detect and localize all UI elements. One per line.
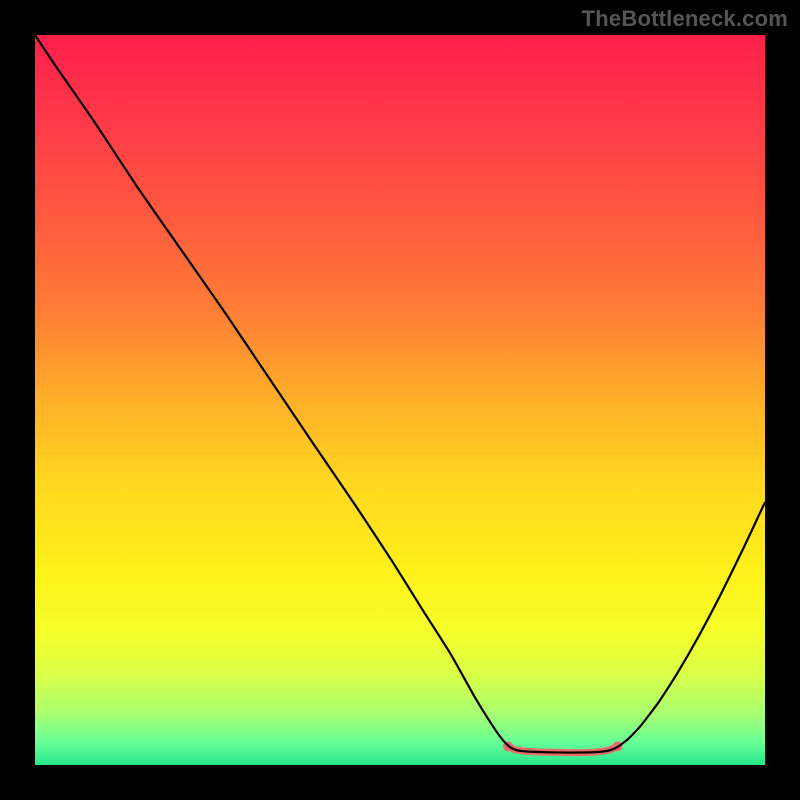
chart-root: TheBottleneck.com xyxy=(0,0,800,800)
plot-area xyxy=(35,35,765,765)
watermark-text: TheBottleneck.com xyxy=(582,6,788,32)
gradient-background xyxy=(35,35,765,765)
plot-svg xyxy=(35,35,765,765)
